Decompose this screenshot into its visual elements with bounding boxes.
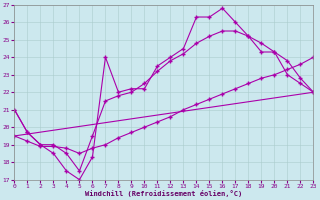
X-axis label: Windchill (Refroidissement éolien,°C): Windchill (Refroidissement éolien,°C) (85, 190, 243, 197)
